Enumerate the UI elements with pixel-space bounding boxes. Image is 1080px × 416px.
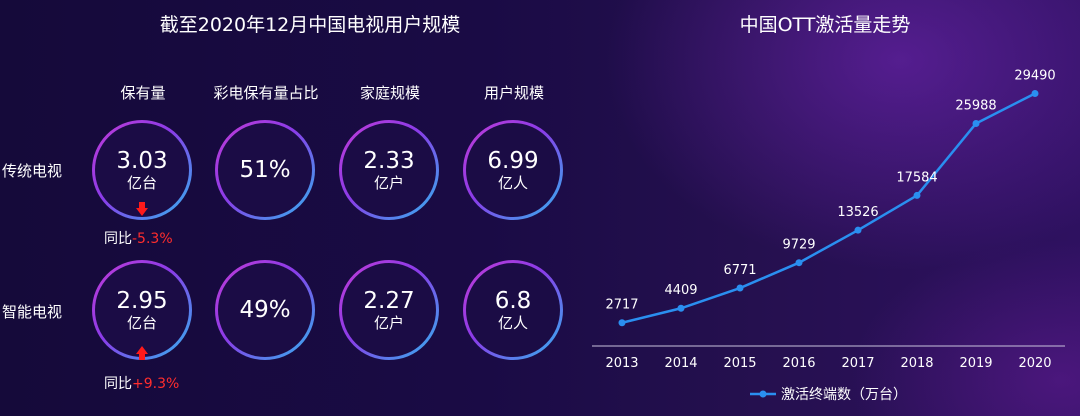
- ring-value: 3.03: [116, 147, 168, 174]
- smart-tv-share-ring: 49%: [215, 260, 315, 360]
- legend: 激活终端数（万台）: [750, 386, 907, 403]
- arrow-up-icon: [136, 346, 148, 360]
- data-label: 13526: [837, 205, 878, 220]
- yoy-value: +9.3%: [132, 376, 180, 392]
- yoy-value: -5.3%: [132, 231, 173, 247]
- traditional-tv-ownership-ring: 3.03 亿台: [92, 120, 192, 220]
- legend-marker-icon: [759, 390, 767, 398]
- ring-value: 2.27: [363, 287, 415, 314]
- ring-value: 6.8: [494, 287, 532, 314]
- data-label: 17584: [896, 170, 937, 185]
- smart-tv-users-ring: 6.8 亿人: [463, 260, 563, 360]
- ring-unit: 亿人: [497, 173, 528, 192]
- chart-title: 中国OTT激活量走势: [739, 14, 911, 36]
- smart-tv-households-ring: 2.27 亿户: [339, 260, 439, 360]
- smart-tv-yoy: 同比+9.3%: [104, 373, 179, 393]
- x-tick-label: 2014: [664, 356, 697, 371]
- data-point: [854, 226, 862, 234]
- series-line: [621, 92, 1036, 324]
- x-tick-label: 2019: [959, 356, 992, 371]
- ring-value: 2.33: [363, 147, 415, 174]
- data-label: 4409: [664, 283, 697, 298]
- data-label: 2717: [605, 298, 638, 313]
- column-header-users: 用户规模: [483, 84, 544, 102]
- traditional-tv-yoy: 同比-5.3%: [104, 228, 173, 248]
- yoy-label: 同比: [104, 231, 132, 247]
- ring-unit: 亿户: [373, 173, 404, 192]
- data-point: [1031, 89, 1039, 97]
- row-label-smart-tv: 智能电视: [2, 303, 63, 321]
- data-label: 29490: [1014, 68, 1055, 83]
- data-label: 6771: [723, 263, 756, 278]
- x-tick-label: 2020: [1018, 356, 1051, 371]
- traditional-tv-share-ring: 51%: [215, 120, 315, 220]
- ring-unit: 亿人: [497, 313, 528, 332]
- yoy-label: 同比: [104, 376, 132, 392]
- ring-unit: 亿户: [373, 313, 404, 332]
- data-label: 9729: [782, 238, 815, 253]
- column-header-share: 彩电保有量占比: [213, 84, 319, 102]
- ring-value: 2.95: [116, 287, 168, 314]
- ring-unit: 亿台: [126, 313, 157, 332]
- x-tick-label: 2018: [900, 356, 933, 371]
- data-point: [736, 284, 744, 292]
- traditional-tv-households-ring: 2.33 亿户: [339, 120, 439, 220]
- data-point: [618, 319, 626, 327]
- x-tick-label: 2015: [723, 356, 756, 371]
- traditional-tv-users-ring: 6.99 亿人: [463, 120, 563, 220]
- data-point: [972, 119, 980, 127]
- ring-value: 51%: [239, 157, 291, 183]
- ring-value: 6.99: [487, 147, 539, 174]
- left-panel-title: 截至2020年12月中国电视用户规模: [159, 14, 461, 36]
- x-tick-label: 2016: [782, 356, 815, 371]
- column-header-ownership: 保有量: [120, 84, 166, 102]
- data-point: [913, 191, 921, 199]
- x-tick-label: 2017: [841, 356, 874, 371]
- ring-unit: 亿台: [126, 173, 157, 192]
- data-label: 25988: [955, 98, 996, 113]
- data-point: [677, 304, 685, 312]
- column-header-households: 家庭规模: [359, 84, 420, 102]
- smart-tv-ownership-ring: 2.95 亿台: [92, 260, 192, 360]
- legend-label: 激活终端数（万台）: [781, 386, 907, 403]
- row-label-traditional-tv: 传统电视: [2, 162, 63, 180]
- x-tick-label: 2013: [605, 356, 638, 371]
- data-point: [795, 259, 803, 267]
- ring-value: 49%: [239, 297, 291, 323]
- arrow-down-icon: [136, 202, 148, 216]
